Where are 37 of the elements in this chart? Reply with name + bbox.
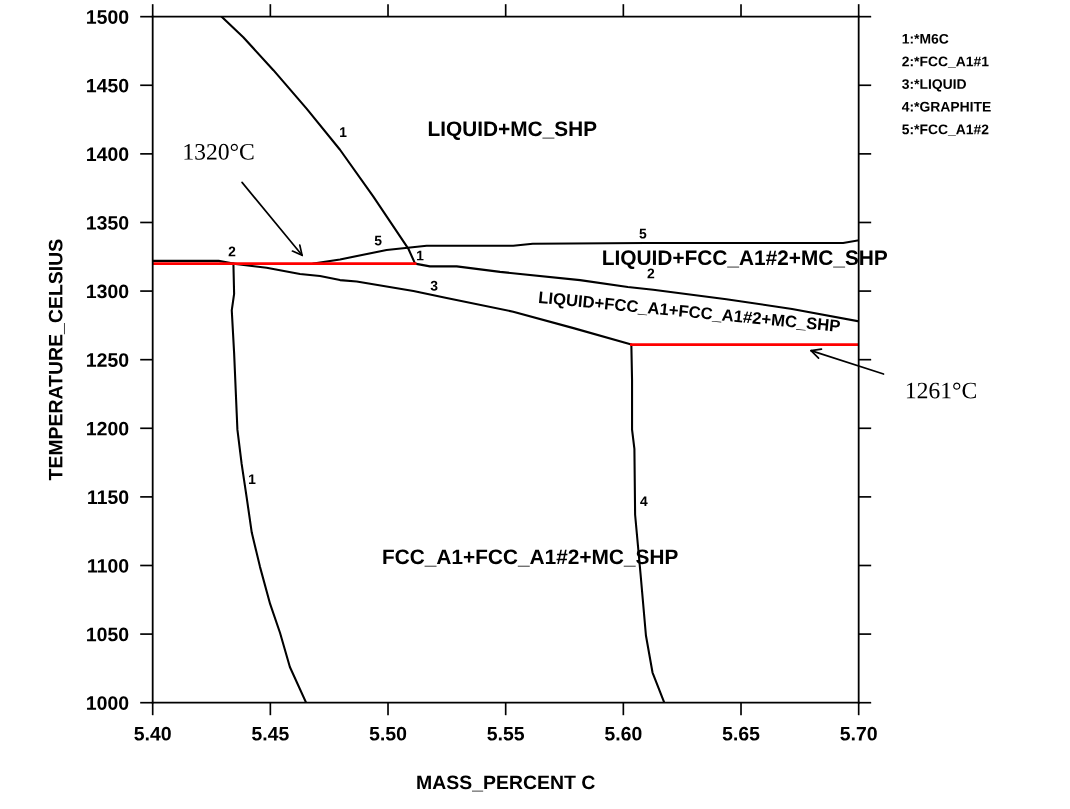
- y-tick-label: 1150: [88, 490, 129, 505]
- x-tick-label: 5.65: [722, 726, 760, 741]
- y-axis-title: TEMPERATURE_CELSIUS: [48, 239, 65, 481]
- text: 1261°C: [906, 382, 976, 399]
- x-axis-title: MASS_PERCENT C: [417, 775, 595, 792]
- x-tick-label: 5.40: [134, 726, 171, 741]
- annotation: 5: [374, 235, 382, 246]
- y-tick-label: 1350: [87, 215, 129, 230]
- y-tick-label: 1000: [87, 696, 129, 710]
- annotation: 1: [249, 474, 256, 485]
- y-tick-label: 1100: [88, 558, 129, 573]
- text: 4:*GRAPHITE: [901, 101, 991, 112]
- annotation: 1320°C: [184, 143, 254, 160]
- x-tick-label: 5.50: [369, 726, 407, 741]
- text: 1:*M6C: [902, 33, 949, 44]
- text: 5:*FCC_A1#2: [902, 124, 989, 136]
- annotation: LIQUID+MC_SHP: [428, 121, 597, 141]
- x-tick-label: 5.60: [605, 726, 642, 741]
- x-tick-label: 5.45: [252, 727, 289, 741]
- y-tick-label: 1300: [87, 284, 129, 299]
- y-tick-label: 1500: [87, 10, 129, 24]
- annotation: 2: [647, 268, 655, 279]
- y-tick-label: 1450: [87, 78, 129, 93]
- annotation: 4: [640, 496, 648, 506]
- text: 2:*FCC_A1#1: [902, 56, 989, 68]
- annotation: 1: [417, 250, 424, 261]
- y-tick-label: 1400: [87, 147, 129, 162]
- annotation: 5: [639, 228, 647, 239]
- x-tick-label: 5.70: [840, 726, 877, 741]
- y-tick-label: 1050: [87, 627, 129, 642]
- y-tick-label: 1200: [87, 421, 129, 436]
- x-tick-label: 5.55: [487, 727, 525, 741]
- annotation: 1: [340, 127, 347, 137]
- y-tick-label: 1250: [87, 353, 129, 367]
- annotation: 3: [430, 280, 438, 291]
- text: 3:*LIQUID: [902, 79, 966, 92]
- annotation: 2: [228, 246, 236, 257]
